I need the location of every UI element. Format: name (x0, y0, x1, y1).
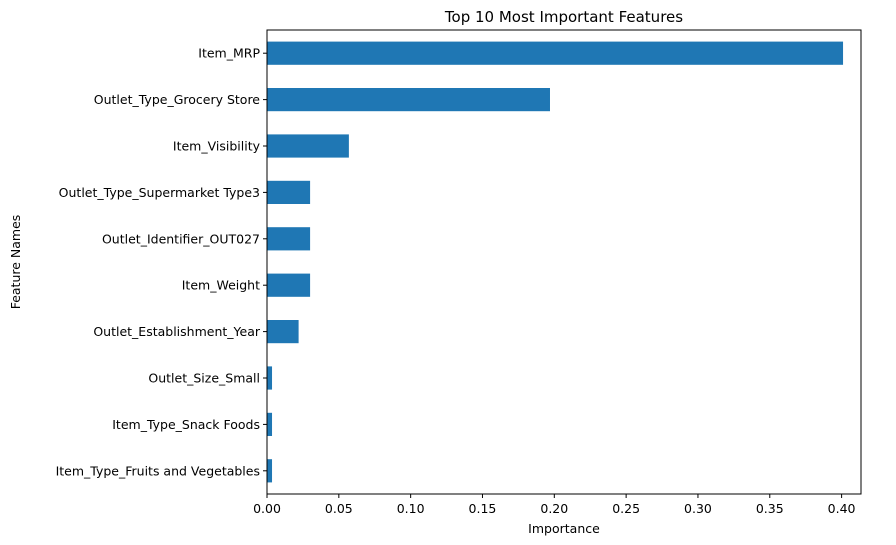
chart-title: Top 10 Most Important Features (444, 8, 683, 26)
bar (267, 366, 273, 390)
y-tick-label: Outlet_Type_Supermarket Type3 (59, 185, 260, 200)
x-axis: 0.00 0.05 0.10 0.15 0.20 0.25 0.30 0.35 0.40 (253, 494, 856, 516)
bar (267, 41, 844, 65)
y-tick-label: Item_Visibility (173, 139, 261, 154)
bars-group (267, 41, 844, 483)
bar (267, 134, 349, 158)
y-tick-label: Item_Type_Fruits and Vegetables (56, 463, 260, 478)
bar (267, 412, 273, 436)
plot-frame (266, 29, 862, 495)
x-tick-label: 0.05 (325, 501, 353, 516)
x-axis-title: Importance (528, 521, 600, 536)
y-tick-label: Item_Weight (182, 278, 260, 293)
x-tick-label: 0.30 (684, 501, 712, 516)
y-axis: Item_MRP Outlet_Type_Grocery Store Item_Vi… (56, 46, 267, 478)
bar (267, 227, 311, 251)
x-tick-label: 0.25 (612, 501, 640, 516)
x-tick-label: 0.40 (828, 501, 856, 516)
y-tick-label: Item_Type_Snack Foods (112, 417, 260, 432)
y-tick-label: Outlet_Identifier_OUT027 (102, 231, 260, 246)
x-tick-label: 0.15 (469, 501, 497, 516)
y-tick-label: Outlet_Type_Grocery Store (94, 92, 261, 107)
bar (267, 320, 299, 344)
y-tick-label: Outlet_Establishment_Year (93, 324, 261, 339)
x-tick-label: 0.10 (397, 501, 425, 516)
x-tick-label: 0.00 (253, 501, 281, 516)
bar (267, 180, 311, 204)
x-tick-label: 0.35 (756, 501, 784, 516)
y-tick-label: Outlet_Size_Small (148, 371, 260, 386)
bar (267, 88, 550, 112)
bar (267, 459, 273, 483)
x-tick-label: 0.20 (540, 501, 568, 516)
y-axis-title: Feature Names (8, 215, 23, 310)
y-tick-label: Item_MRP (198, 46, 260, 61)
bar (267, 273, 311, 297)
